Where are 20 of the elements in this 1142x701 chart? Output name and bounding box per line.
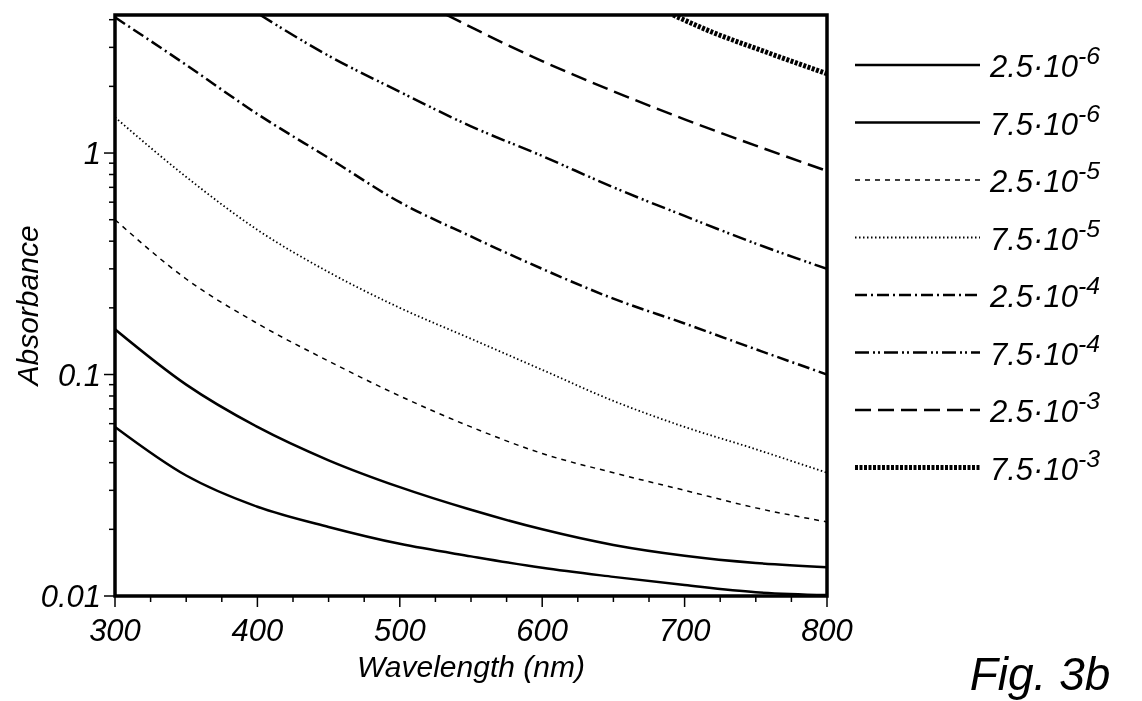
- y-tick-label: 0.1: [57, 357, 101, 393]
- caption: Fig. 3b: [969, 648, 1111, 700]
- x-tick-label: 300: [89, 613, 141, 648]
- legend-label: 7.5·10$^{-4}$: [990, 329, 1100, 372]
- x-tick-label: 500: [373, 613, 426, 648]
- legend-label: 2.5·10$^{-6}$: [989, 41, 1101, 84]
- legend-label: 2.5·10$^{-4}$: [989, 271, 1100, 314]
- y-tick-label: 1: [83, 136, 101, 172]
- x-tick-label: 700: [658, 613, 711, 648]
- legend-label: 2.5·10$^{-3}$: [989, 386, 1101, 429]
- y-axis-title: Absorbance: [11, 225, 44, 388]
- y-tick-label: 0.01: [40, 579, 101, 614]
- x-tick-label: 600: [516, 613, 569, 648]
- legend-label: 7.5·10$^{-6}$: [990, 99, 1101, 142]
- x-tick-label: 400: [231, 613, 284, 648]
- x-axis-title: Wavelength (nm): [357, 650, 585, 683]
- legend-label: 2.5·10$^{-5}$: [989, 156, 1101, 199]
- legend-label: 7.5·10$^{-3}$: [990, 444, 1101, 487]
- legend-label: 7.5·10$^{-5}$: [990, 214, 1101, 257]
- x-tick-label: 800: [801, 613, 853, 648]
